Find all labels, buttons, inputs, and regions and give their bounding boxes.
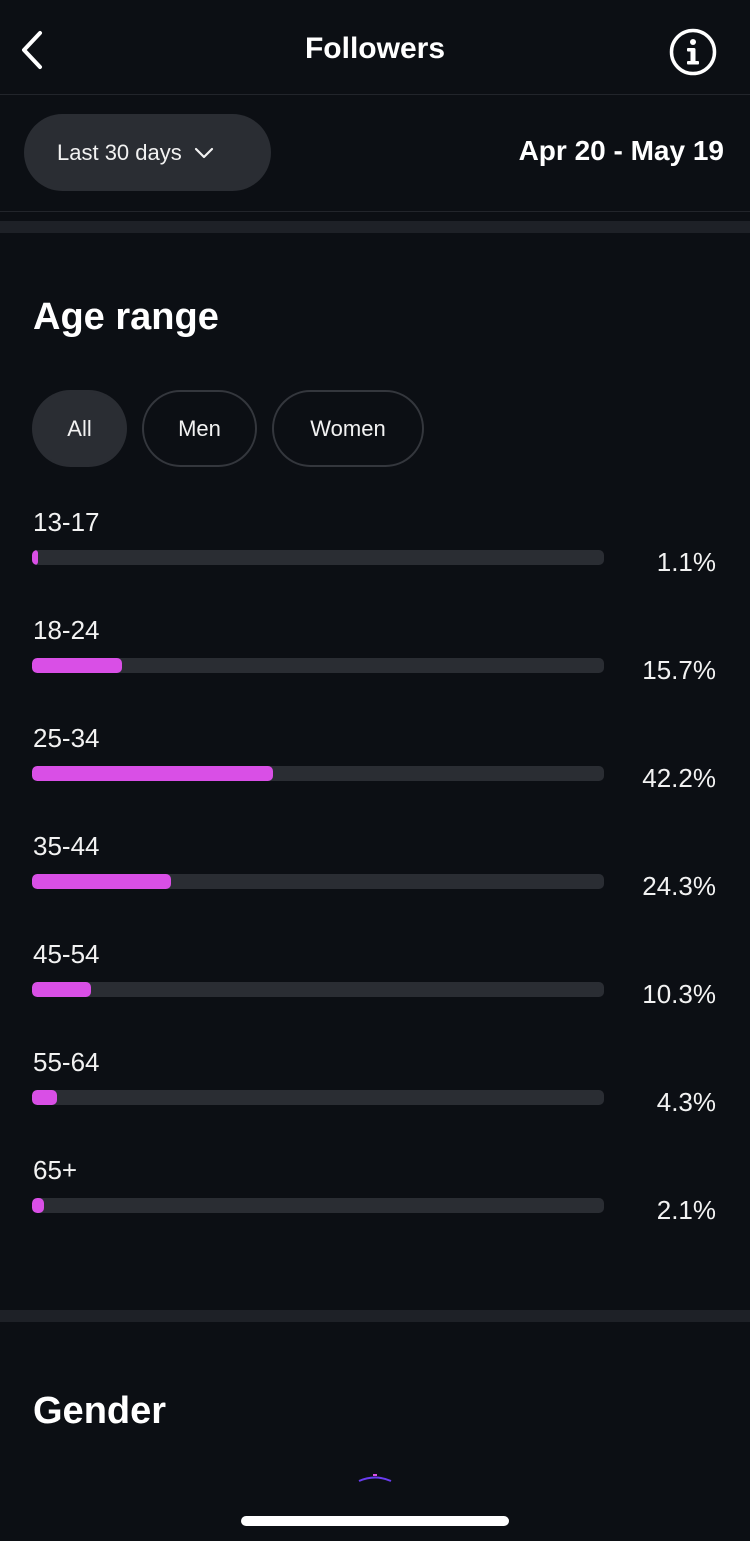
back-button[interactable] [14, 28, 50, 72]
age-row: 18-24 15.7% [0, 615, 750, 723]
age-row: 45-54 10.3% [0, 939, 750, 1047]
percent-value: 2.1% [656, 1195, 716, 1225]
section-divider [0, 221, 750, 233]
age-range-title: Age range [33, 296, 219, 338]
date-range-text: Apr 20 - May 19 [518, 135, 724, 166]
gender-donut-chart [358, 1474, 392, 1482]
bar-fill [32, 766, 273, 781]
percent-value: 10.3% [642, 979, 716, 1009]
chevron-left-icon [22, 31, 42, 69]
filter-bar: Last 30 days Apr 20 - May 19 [0, 95, 750, 212]
age-label: 45-54 [33, 939, 100, 969]
age-row: 25-34 42.2% [0, 723, 750, 831]
percent-value: 1.1% [656, 547, 716, 577]
percent-value: 24.3% [642, 871, 716, 901]
bar-track [32, 766, 604, 781]
bar-track [32, 658, 604, 673]
bar-track [32, 1198, 604, 1213]
bar-fill [32, 982, 91, 997]
age-row: 13-17 1.1% [0, 507, 750, 615]
bar-fill [32, 874, 171, 889]
segment-all[interactable]: All [32, 390, 127, 467]
segment-men-label: Men [178, 415, 221, 441]
percent-value: 42.2% [642, 763, 716, 793]
age-label: 55-64 [33, 1047, 100, 1077]
bar-fill [32, 1090, 57, 1105]
bar-fill [32, 550, 39, 565]
age-label: 18-24 [33, 615, 100, 645]
age-label: 13-17 [33, 507, 100, 537]
bar-track [32, 982, 604, 997]
date-range-dropdown-label: Last 30 days [57, 139, 182, 165]
bar-fill [32, 658, 122, 673]
home-indicator[interactable] [241, 1516, 509, 1526]
age-label: 25-34 [33, 723, 100, 753]
segment-women[interactable]: Women [272, 390, 424, 467]
segment-men[interactable]: Men [142, 390, 257, 467]
age-row: 35-44 24.3% [0, 831, 750, 939]
age-row: 55-64 4.3% [0, 1047, 750, 1155]
page-title: Followers [304, 32, 446, 65]
bar-track [32, 550, 604, 565]
chevron-down-icon [194, 147, 214, 159]
top-bar: Followers [0, 0, 750, 95]
age-label: 35-44 [33, 831, 100, 861]
info-icon [669, 28, 717, 76]
segment-all-label: All [67, 415, 92, 441]
info-button[interactable] [668, 27, 718, 77]
bar-track [32, 1090, 604, 1105]
percent-value: 4.3% [656, 1087, 716, 1117]
gender-title: Gender [33, 1390, 167, 1432]
date-range-dropdown[interactable]: Last 30 days [24, 114, 271, 191]
age-label: 65+ [33, 1155, 78, 1185]
bar-fill [32, 1198, 44, 1213]
segment-women-label: Women [310, 415, 386, 441]
percent-value: 15.7% [642, 655, 716, 685]
section-divider [0, 1310, 750, 1322]
age-row: 65+ 2.1% [0, 1155, 750, 1263]
bar-track [32, 874, 604, 889]
